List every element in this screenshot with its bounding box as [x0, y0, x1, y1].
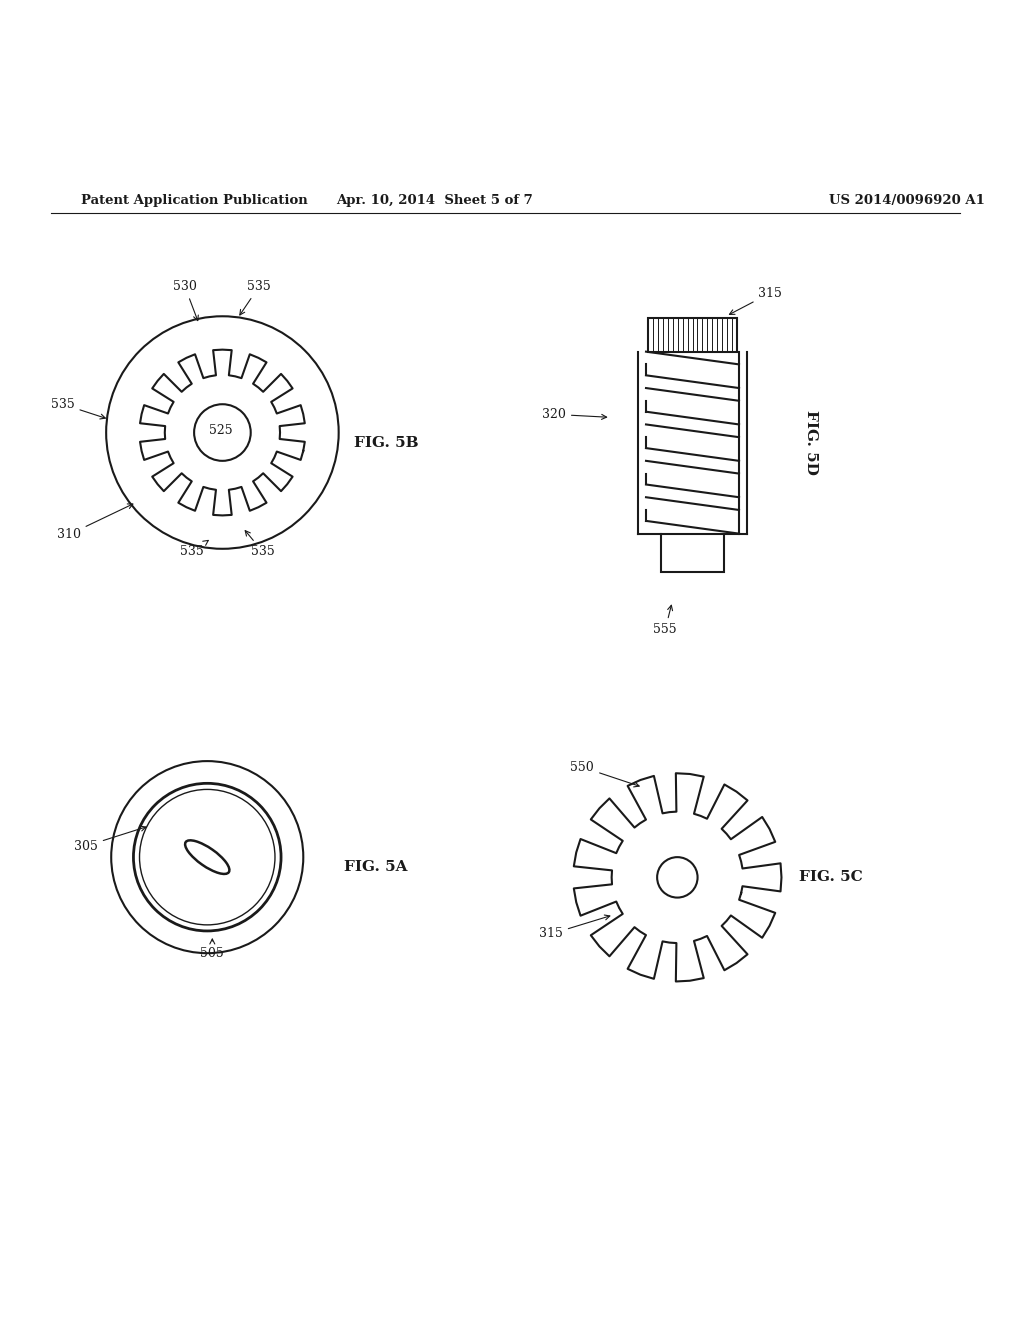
Text: 305: 305	[74, 826, 145, 853]
Text: 315: 315	[729, 286, 782, 314]
Text: 505: 505	[201, 939, 224, 960]
Text: 525: 525	[209, 424, 232, 437]
Text: 535: 535	[51, 397, 105, 418]
Bar	[662, 533, 724, 572]
Text: 535: 535	[245, 531, 274, 558]
Text: 315: 315	[539, 915, 610, 940]
Text: FIG. 5A: FIG. 5A	[344, 861, 408, 874]
Text: 535: 535	[180, 540, 208, 558]
Text: 530: 530	[173, 280, 199, 321]
Text: 320: 320	[542, 408, 606, 421]
Text: FIG. 5D: FIG. 5D	[804, 411, 818, 475]
Text: Apr. 10, 2014  Sheet 5 of 7: Apr. 10, 2014 Sheet 5 of 7	[336, 194, 534, 206]
Bar	[648, 318, 737, 351]
Text: 310: 310	[56, 504, 133, 541]
Text: 555: 555	[653, 606, 677, 636]
Text: US 2014/0096920 A1: US 2014/0096920 A1	[829, 194, 985, 206]
Text: Patent Application Publication: Patent Application Publication	[81, 194, 307, 206]
Text: 550: 550	[570, 760, 639, 787]
Text: FIG. 5C: FIG. 5C	[799, 870, 862, 884]
Text: FIG. 5B: FIG. 5B	[354, 436, 419, 450]
Text: 535: 535	[240, 280, 270, 315]
